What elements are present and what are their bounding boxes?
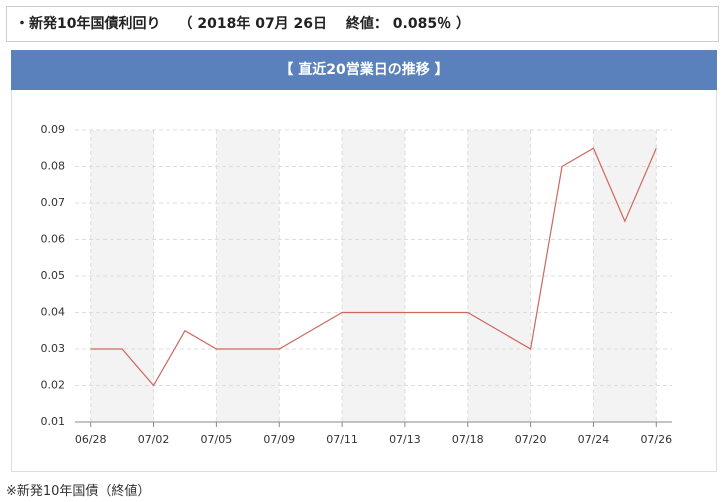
y-tick-label: 0.04 bbox=[41, 306, 66, 319]
x-tick-label: 07/20 bbox=[515, 433, 547, 446]
line bbox=[90, 147, 657, 387]
chart: 0.01 0.02 0.03 0.04 0.05 0.06 0.07 0.08 0.09 06/2… bbox=[41, 123, 673, 446]
x-tick-label: 07/11 bbox=[326, 433, 358, 446]
chart-title: 【 直近20営業日の推移 】 bbox=[11, 50, 717, 90]
y-tick-label: 0.05 bbox=[41, 269, 66, 282]
y-tick-label: 0.09 bbox=[41, 123, 66, 136]
header-title: ・新発10年国債利回り bbox=[15, 16, 161, 32]
shade-band bbox=[216, 130, 280, 422]
shade-band bbox=[90, 130, 154, 422]
shade-band bbox=[342, 130, 405, 422]
header-quote: （ 2018年 07月 26日 終値： 0.085％ ） bbox=[178, 16, 470, 32]
footnote: ※新発10年国債（終値） bbox=[6, 484, 151, 499]
y-tick-label: 0.06 bbox=[41, 233, 66, 246]
x-tick-label: 07/02 bbox=[138, 433, 170, 446]
y-tick-label: 0.02 bbox=[41, 379, 66, 392]
header: ・新発10年国債利回り （ 2018年 07月 26日 終値： 0.085％ ） bbox=[6, 6, 719, 42]
y-tick-label: 0.03 bbox=[41, 342, 66, 355]
y-tick-label: 0.08 bbox=[41, 160, 66, 173]
y-tick-label: 0.01 bbox=[41, 415, 66, 428]
x-tick-label: 07/24 bbox=[578, 433, 610, 446]
x-tick-label: 07/09 bbox=[263, 433, 295, 446]
shade-band bbox=[467, 130, 531, 422]
x-tick-label: 07/26 bbox=[640, 433, 672, 446]
y-tick-label: 0.07 bbox=[41, 196, 66, 209]
x-tick-label: 07/05 bbox=[201, 433, 233, 446]
x-tick-label: 06/28 bbox=[75, 433, 107, 446]
x-tick-label: 07/13 bbox=[389, 433, 421, 446]
x-tick-label: 07/18 bbox=[452, 433, 484, 446]
chart-panel bbox=[11, 90, 717, 472]
